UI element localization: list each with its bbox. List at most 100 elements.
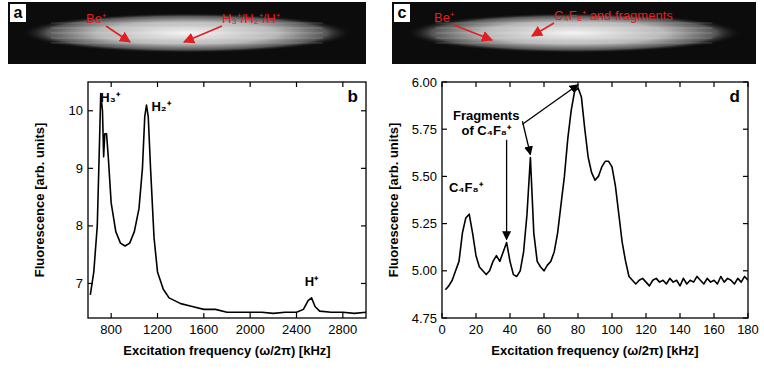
annotation-line: of C₄F₈⁺ (461, 123, 511, 138)
x-tick (679, 82, 680, 87)
crystal-shell (51, 33, 323, 34)
x-tick (342, 82, 343, 87)
x-tick-label: 160 (703, 322, 725, 337)
x-tick (747, 313, 748, 318)
x-tick-label: 60 (537, 322, 551, 337)
y-tick-label: 5.00 (412, 263, 437, 278)
x-tick-label: 120 (635, 322, 657, 337)
x-tick (713, 313, 714, 318)
crystal-shell (51, 38, 323, 39)
x-tick-label: 2400 (282, 322, 311, 337)
annotation-line: Fragments (453, 108, 519, 123)
y-tick-label: 4.75 (412, 311, 437, 326)
x-tick-label: 1200 (143, 322, 172, 337)
y-tick (743, 270, 748, 271)
figure: aBe⁺H₃⁺/H₂⁺/H⁺cBe⁺C₄F₈⁺ and fragments800… (0, 0, 764, 376)
x-tick (509, 313, 510, 318)
ion-crystal (22, 13, 351, 53)
crystal-shell (436, 43, 713, 44)
arrow (522, 121, 530, 154)
x-tick (475, 313, 476, 318)
image-label: C₄F₈⁺ and fragments (554, 8, 673, 23)
x-axis-title: Excitation frequency (ω/2π) [kHz] (491, 343, 698, 358)
arrow (522, 85, 578, 125)
x-tick (543, 82, 544, 87)
y-tick (88, 225, 93, 226)
x-tick (645, 82, 646, 87)
x-tick (296, 313, 297, 318)
annotation: H⁺ (305, 274, 319, 289)
y-tick-label: 5.75 (412, 122, 437, 137)
panel-letter: c (398, 4, 407, 21)
image-label: H₃⁺/H₂⁺/H⁺ (222, 11, 280, 26)
y-axis-title: Fluorescence [arb. units] (386, 123, 401, 278)
crystal-shell (436, 38, 713, 39)
panel-letter-ground (394, 4, 410, 22)
y-tick (442, 81, 447, 82)
x-tick (441, 82, 442, 87)
panel-letter: a (14, 4, 23, 21)
x-tick (250, 82, 251, 87)
image-panel: c Be⁺ C₄F₈⁺ and fragments (392, 2, 756, 64)
x-tick-label: 20 (469, 322, 483, 337)
y-tick-label: 10 (69, 103, 83, 118)
y-tick (442, 270, 447, 271)
y-tick (743, 317, 748, 318)
panel-letter: d (730, 87, 740, 106)
plot-frame (88, 82, 366, 318)
x-tick-label: 2000 (236, 322, 265, 337)
x-tick (111, 82, 112, 87)
x-tick (157, 82, 158, 87)
annotation: H₃⁺ (100, 90, 120, 105)
y-tick (442, 223, 447, 224)
x-tick-label: 2800 (328, 322, 357, 337)
x-tick (611, 313, 612, 318)
image-ground (8, 2, 366, 64)
y-tick (743, 176, 748, 177)
data-line (445, 88, 748, 290)
panel-letter: b (348, 87, 358, 106)
y-tick (361, 168, 366, 169)
x-tick (713, 82, 714, 87)
x-tick-label: 80 (571, 322, 585, 337)
y-tick-label: 9 (76, 161, 83, 176)
y-tick-label: 6.00 (412, 75, 437, 90)
panel-letter-ground (10, 4, 26, 22)
x-tick-label: 1600 (189, 322, 218, 337)
y-tick (442, 176, 447, 177)
chart: 8001200160020002400280078910Excitation f… (32, 82, 366, 358)
x-tick (203, 82, 204, 87)
x-tick-label: 800 (100, 322, 122, 337)
crystal-shell (51, 43, 323, 44)
x-axis-title: Excitation frequency (ω/2π) [kHz] (123, 343, 330, 358)
x-tick (296, 82, 297, 87)
y-axis-title: Fluorescence [arb. units] (32, 123, 47, 278)
x-tick (203, 313, 204, 318)
x-tick (611, 82, 612, 87)
x-tick-label: 0 (438, 322, 445, 337)
y-tick (743, 223, 748, 224)
y-tick (743, 129, 748, 130)
y-tick-label: 5.50 (412, 169, 437, 184)
arrow (454, 25, 492, 40)
x-tick-label: 180 (737, 322, 759, 337)
x-tick (645, 313, 646, 318)
plot-area (90, 94, 366, 314)
y-tick (442, 317, 447, 318)
image-ground (392, 2, 756, 64)
y-tick (361, 110, 366, 111)
x-tick-label: 40 (503, 322, 517, 337)
image-label: Be⁺ (434, 10, 454, 25)
y-tick (88, 168, 93, 169)
x-tick (441, 313, 442, 318)
arrow (184, 26, 222, 42)
image-panel: a Be⁺ H₃⁺/H₂⁺/H⁺ (8, 2, 366, 64)
image-label: Be⁺ (86, 11, 106, 26)
chart: 0204060801001201401601804.755.005.255.50… (386, 75, 759, 359)
y-tick-label: 5.25 (412, 216, 437, 231)
y-tick (442, 129, 447, 130)
x-tick (747, 82, 748, 87)
x-tick (250, 313, 251, 318)
annotation: H₂⁺ (151, 99, 171, 114)
y-tick (361, 225, 366, 226)
